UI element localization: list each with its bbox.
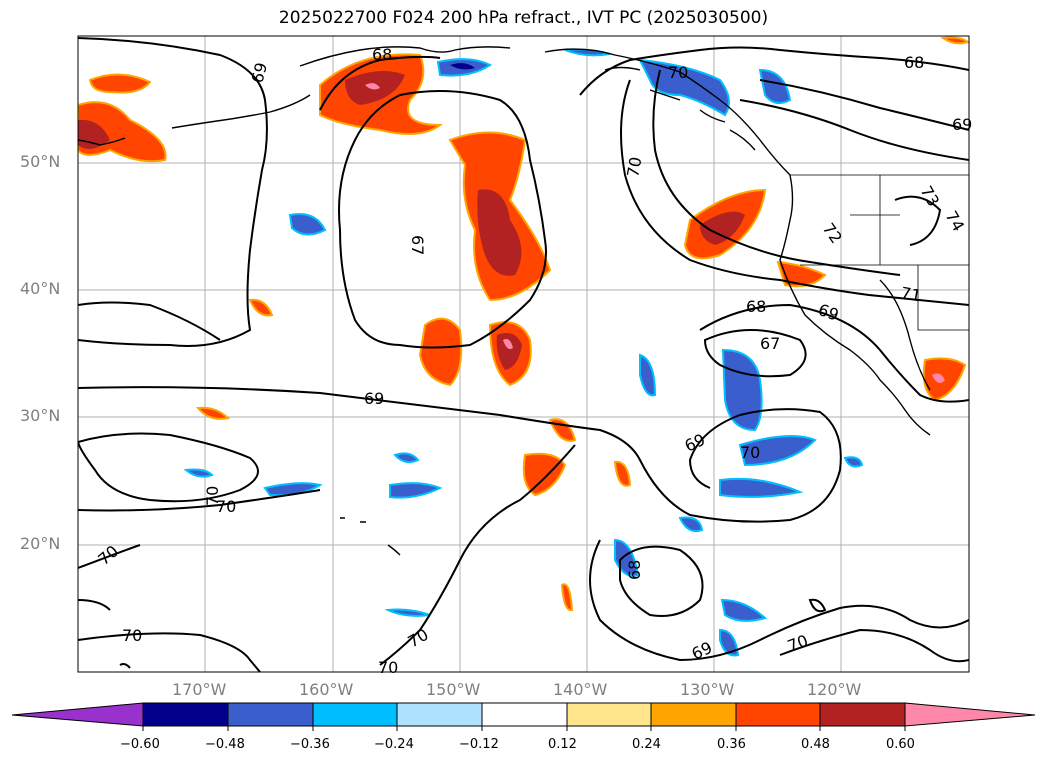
colorbar-bin (735, 702, 821, 727)
contour-label: 67 (408, 235, 427, 255)
contour-label: 70 (378, 658, 398, 677)
contour-label: 67 (760, 334, 780, 353)
patch-blue-west4 (393, 452, 420, 464)
colorbar-tick-label: −0.12 (459, 737, 499, 752)
contour-label: 70 (668, 63, 688, 82)
patch-orange-w (78, 101, 167, 163)
contour-label: 68 (625, 560, 644, 580)
lat-label: 20°N (20, 534, 61, 553)
contour-lines (78, 37, 969, 672)
negative-refractivity-patches (183, 48, 864, 657)
colorbar-tick-label: 0.12 (548, 737, 577, 752)
colorbar-extend-low (11, 702, 144, 727)
colorbar-tick-label: −0.24 (374, 737, 414, 752)
colorbar-bin (142, 702, 229, 727)
lon-label: 140°W (553, 680, 608, 699)
colorbar-bin (566, 702, 652, 727)
contour-label: 68 (372, 45, 392, 64)
plot-border (77, 35, 970, 673)
contour-label: 68 (746, 297, 766, 316)
patch-orange-small5 (560, 583, 574, 612)
lon-label: 170°W (172, 680, 227, 699)
colorbar-tick-label: 0.60 (886, 737, 915, 752)
lat-label: 40°N (20, 279, 61, 298)
contour-label: 70 (216, 497, 236, 516)
coastlines (78, 46, 969, 556)
patch-orange-south (522, 452, 567, 497)
patch-blue-south2 (719, 477, 804, 498)
lon-label: 130°W (680, 680, 735, 699)
contour-label: 70 (122, 626, 142, 645)
patch-orange-small6 (940, 36, 969, 45)
patch-orange-california (776, 260, 827, 288)
patch-blue-west3 (389, 482, 443, 499)
colorbar-tick-label: −0.48 (205, 737, 245, 752)
patch-blue-south1 (738, 435, 817, 467)
lon-label: 150°W (426, 680, 481, 699)
patch-blue-w9 (843, 456, 864, 468)
contour-label: 70 (623, 155, 645, 178)
colorbar-ticks (142, 726, 906, 731)
contour-label: 69 (364, 389, 384, 408)
colorbar-tick-label: 0.24 (632, 737, 661, 752)
patch-blue-gulf (638, 58, 730, 117)
patch-blue-w6 (183, 468, 214, 478)
colorbar-bin (819, 702, 906, 727)
lon-label: 160°W (299, 680, 354, 699)
patch-orange-center2 (418, 317, 463, 387)
colorbar-tick-label: −0.60 (120, 737, 160, 752)
patch-blue-alaska2 (758, 68, 792, 105)
colorbar-tick-label: 0.36 (717, 737, 746, 752)
map-title: 2025022700 F024 200 hPa refract., IVT PC… (278, 8, 769, 28)
us-border-lines (790, 174, 969, 331)
patch-orange-nw (88, 73, 152, 94)
lon-label: 120°W (807, 680, 862, 699)
patch-blue-south4 (720, 598, 768, 622)
colorbar-bin (481, 702, 568, 727)
colorbar-extend-high (904, 702, 1036, 727)
colorbar (11, 702, 1036, 731)
contour-label: 69 (248, 60, 272, 85)
colorbar-bin (227, 702, 314, 727)
colorbar-tick-label: −0.36 (290, 737, 330, 752)
patch-orange-small4 (613, 460, 632, 487)
contour-label: 70 (740, 443, 760, 462)
positive-refractivity-patches (78, 36, 969, 612)
patch-blue-west1 (288, 213, 327, 236)
lat-label: 30°N (20, 406, 61, 425)
colorbar-bin (396, 702, 483, 727)
contour-label: 70 (203, 486, 222, 506)
patch-blue-w7 (678, 516, 704, 533)
contour-label: 71 (899, 283, 922, 305)
patch-orange-small2 (196, 406, 231, 420)
patch-orange-small1 (248, 298, 274, 317)
patch-blue-south5 (719, 628, 740, 657)
lat-label: 50°N (20, 152, 61, 171)
contour-label: 68 (904, 53, 924, 72)
colorbar-bin (312, 702, 398, 727)
contour-label: 69 (952, 115, 972, 134)
colorbar-tick-label: 0.48 (801, 737, 830, 752)
colorbar-bin (650, 702, 737, 727)
patch-blue-west5 (639, 353, 657, 397)
